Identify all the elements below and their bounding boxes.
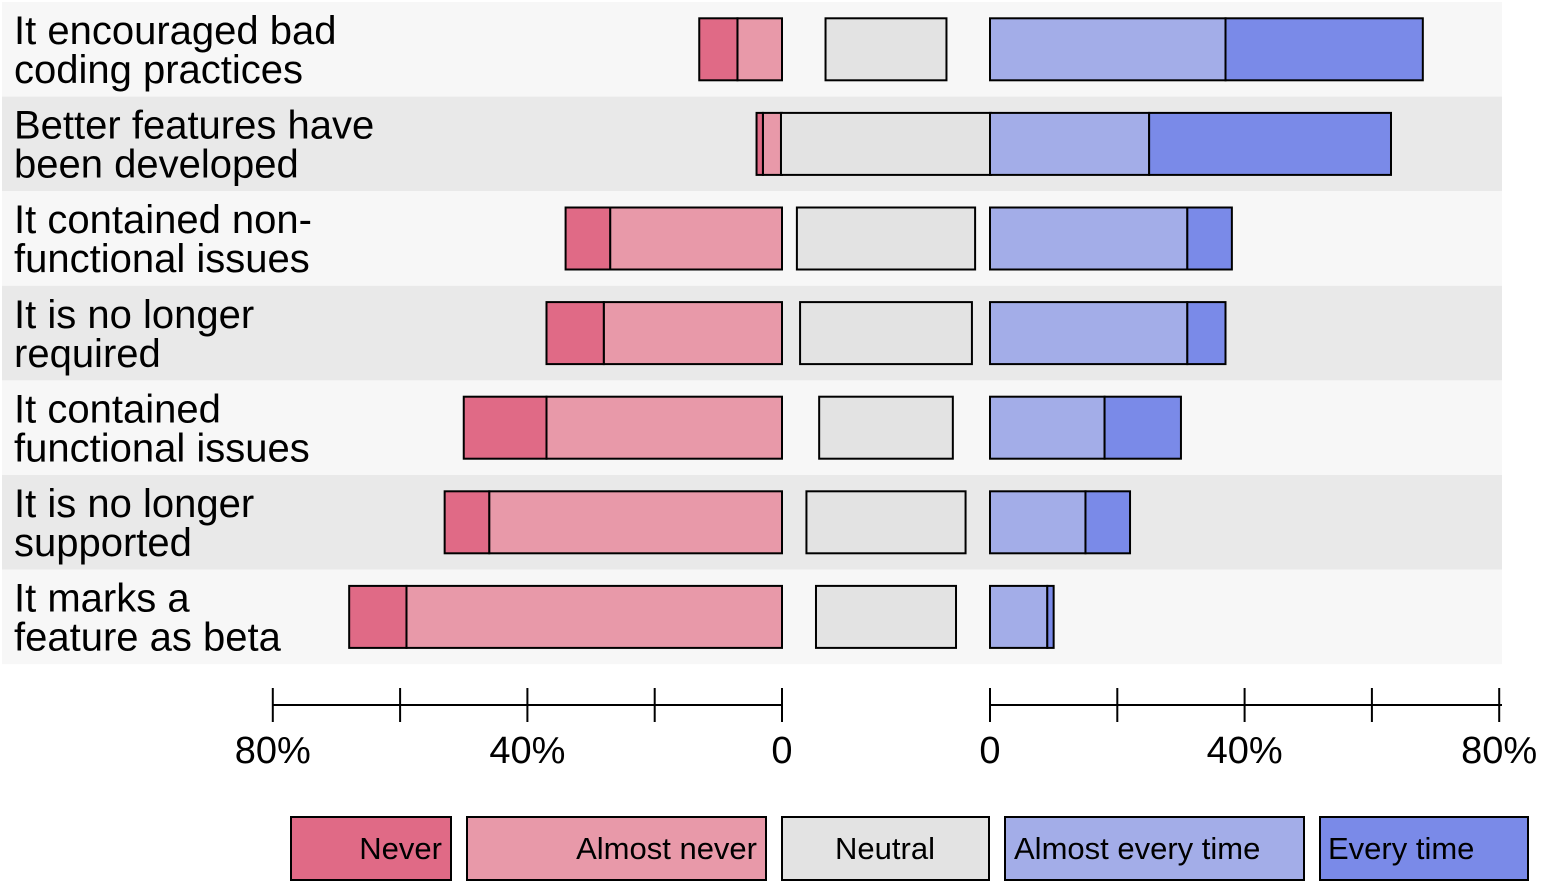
row-label-line: It marks a (14, 577, 190, 621)
legend-swatch (1004, 816, 1305, 881)
bar-never (348, 584, 408, 649)
bar-almost-every-time (989, 111, 1151, 176)
legend-label: Almost never (576, 831, 757, 866)
bar-almost-every-time (989, 395, 1106, 460)
bar-never (462, 395, 548, 460)
tick-label: 0 (979, 730, 1000, 772)
row-label-line: functional issues (14, 237, 310, 281)
legend-label: Every time (1328, 831, 1474, 866)
row-label-line: supported (14, 521, 192, 565)
row-label-line: Better features have (14, 104, 374, 148)
bar-almost-never (405, 584, 783, 649)
row-label-line: It is no longer (14, 293, 254, 337)
bar-neutral (795, 206, 977, 271)
bar-almost-never (545, 395, 783, 460)
bar-never (698, 17, 739, 82)
row-label: It is no longer supported (14, 482, 254, 565)
bar-every-time (1186, 206, 1233, 271)
row-label-line: It contained non- (14, 198, 312, 242)
legend: Never Almost never Neutral Almost every tim… (290, 816, 1529, 881)
row-label: Better features have been developed (14, 104, 374, 187)
tick-label: 40% (1207, 730, 1283, 772)
bar-every-time (1046, 584, 1055, 649)
bar-almost-every-time (989, 490, 1087, 555)
legend-swatch (1319, 816, 1529, 881)
legend-swatch (781, 816, 990, 881)
bar-almost-never (609, 206, 784, 271)
row-label-line: feature as beta (14, 616, 282, 660)
row-label-line: been developed (14, 143, 299, 187)
row-label-line: required (14, 332, 161, 376)
tick-label: 80% (235, 730, 311, 772)
tick-label: 80% (1461, 730, 1537, 772)
bar-never (755, 111, 764, 176)
bar-every-time (1186, 301, 1227, 366)
row-label: It contained functional issues (14, 387, 310, 470)
row-label-line: It is no longer (14, 482, 254, 526)
bar-almost-never (761, 111, 784, 176)
bar-almost-never (736, 17, 784, 82)
bar-neutral (805, 490, 967, 555)
bar-almost-every-time (989, 206, 1189, 271)
row-label-line: coding practices (14, 48, 303, 92)
row-label: It marks a feature as beta (14, 577, 282, 660)
bar-every-time (1224, 17, 1424, 82)
bar-every-time (1084, 490, 1132, 555)
row-labels: It encouraged bad coding practices Better … (14, 9, 374, 660)
bar-neutral (818, 395, 954, 460)
bar-neutral (824, 17, 948, 82)
bar-never (564, 206, 612, 271)
bar-almost-every-time (989, 584, 1049, 649)
bar-neutral (779, 111, 993, 176)
legend-label: Never (359, 831, 442, 866)
tick-label: 40% (489, 730, 565, 772)
legend-swatch (290, 816, 452, 881)
bar-almost-every-time (989, 301, 1189, 366)
tick-label: 0 (771, 730, 792, 772)
bar-almost-every-time (989, 17, 1227, 82)
bar-every-time (1148, 111, 1392, 176)
legend-swatch (466, 816, 767, 881)
row-label: It contained non-functional issues (14, 198, 312, 281)
row-label: It encouraged bad coding practices (14, 9, 336, 92)
row-label: It is no longer required (14, 293, 254, 376)
bars (348, 17, 1424, 649)
bar-neutral (814, 584, 958, 649)
bar-never (443, 490, 491, 555)
bar-never (545, 301, 605, 366)
bar-neutral (799, 301, 973, 366)
row-label-line: It contained (14, 387, 221, 431)
row-label-line: functional issues (14, 426, 310, 470)
bar-almost-never (488, 490, 783, 555)
legend-label: Neutral (835, 831, 935, 866)
row-label-line: It encouraged bad (14, 9, 336, 53)
bar-almost-never (602, 301, 784, 366)
legend-label: Almost every time (1014, 831, 1260, 866)
bar-every-time (1103, 395, 1182, 460)
x-axis: 80% 0 40% 40% 0 80% (235, 688, 1537, 772)
